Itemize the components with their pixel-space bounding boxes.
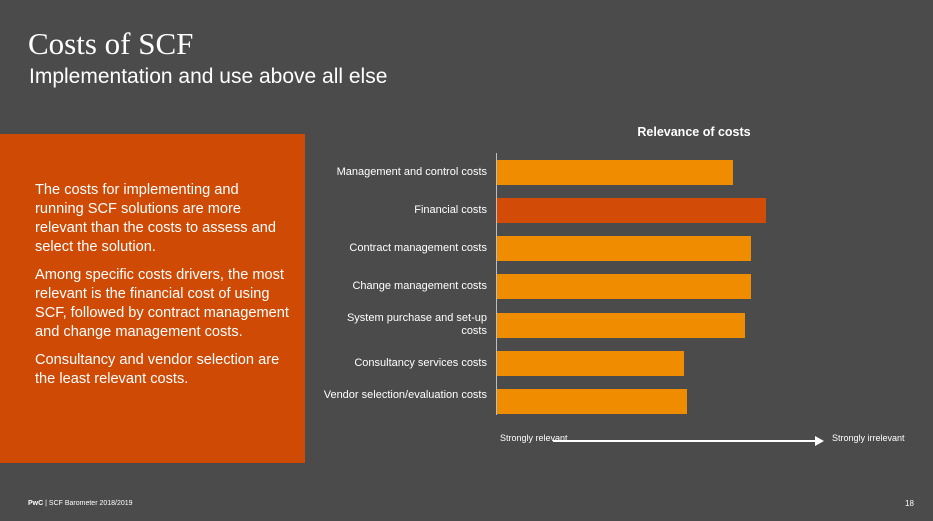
category-label: Contract management costs (349, 242, 487, 255)
footer: PwC | SCF Barometer 2018/2019 (28, 500, 133, 507)
category-label: Management and control costs (336, 165, 487, 178)
slide-title: Costs of SCF (28, 26, 194, 61)
bar (497, 236, 751, 262)
category-label: Consultancy services costs (354, 357, 487, 369)
scale-arrow-line (553, 440, 815, 442)
page-number: 18 (905, 499, 914, 508)
bar (497, 389, 688, 415)
bar (497, 312, 745, 338)
category-label: System purchase and set-up costs (346, 312, 487, 338)
scale-label-left: Strongly relevant (500, 433, 568, 443)
summary-paragraph-1: The costs for implementing and running S… (35, 182, 276, 255)
summary-paragraph-2: Among specific costs drivers, the most r… (35, 267, 289, 340)
slide-subtitle: Implementation and use above all else (29, 65, 388, 88)
footer-brand: PwC (28, 500, 44, 507)
bar (497, 351, 685, 376)
scale-label-right: Strongly irrelevant (832, 433, 905, 443)
summary-paragraph-3: Consultancy and vendor selection are the… (35, 352, 280, 387)
category-label: Financial costs (414, 203, 487, 216)
bar (497, 197, 766, 223)
category-label: Vendor selection/evaluation costs (323, 388, 487, 401)
chart-title: Relevance of costs (637, 125, 751, 139)
bar (497, 159, 733, 185)
summary-textbox: The costs for implementing and running S… (0, 134, 305, 463)
bar (497, 274, 751, 300)
chart-axis-line (496, 153, 497, 415)
footer-source: SCF Barometer 2018/2019 (48, 500, 133, 507)
category-label: Change management costs (352, 280, 487, 293)
scale-arrow-head-icon (815, 436, 824, 446)
footer-separator: | (45, 500, 47, 507)
